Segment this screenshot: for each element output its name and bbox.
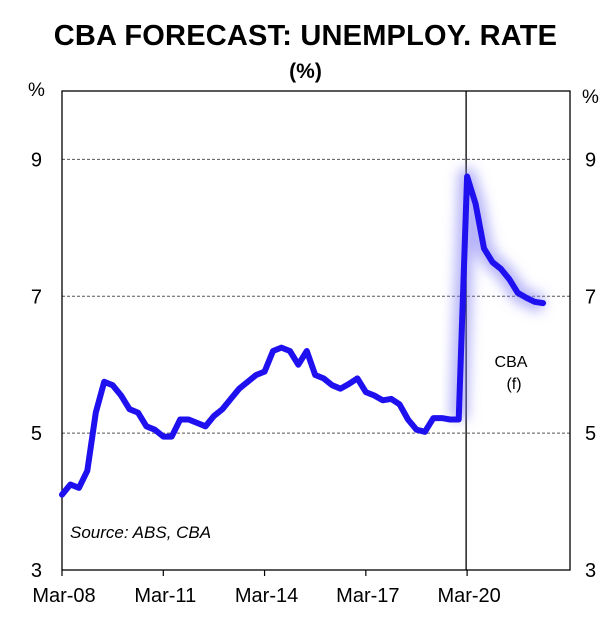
forecast-label: CBA — [495, 354, 528, 371]
y-tick-right-3: 3 — [585, 560, 596, 582]
y-tick-right-7: 7 — [585, 286, 596, 308]
unemployment-rate-line — [59, 173, 547, 498]
chart-subtitle: (%) — [289, 60, 322, 83]
source-note: Source: ABS, CBA — [70, 523, 211, 542]
x-tick-Mar-14: Mar-14 — [235, 585, 298, 607]
y-tick-right-5: 5 — [585, 423, 596, 445]
y-tick-left-9: 9 — [31, 149, 42, 171]
y-tick-right-9: 9 — [585, 149, 596, 171]
y-tick-left-5: 5 — [31, 423, 42, 445]
x-tick-Mar-20: Mar-20 — [437, 585, 500, 607]
left-axis-unit: % — [28, 80, 45, 101]
chart-title: CBA FORECAST: UNEMPLOY. RATE — [53, 20, 558, 52]
x-tick-Mar-11: Mar-11 — [134, 585, 196, 607]
y-tick-left-3: 3 — [31, 560, 42, 582]
right-axis-unit: % — [582, 87, 599, 108]
plot-frame — [61, 90, 571, 571]
y-tick-left-7: 7 — [31, 286, 42, 308]
x-tick-Mar-17: Mar-17 — [336, 585, 399, 607]
forecast-label-sub: (f) — [506, 376, 521, 393]
x-tick-Mar-08: Mar-08 — [32, 585, 95, 607]
